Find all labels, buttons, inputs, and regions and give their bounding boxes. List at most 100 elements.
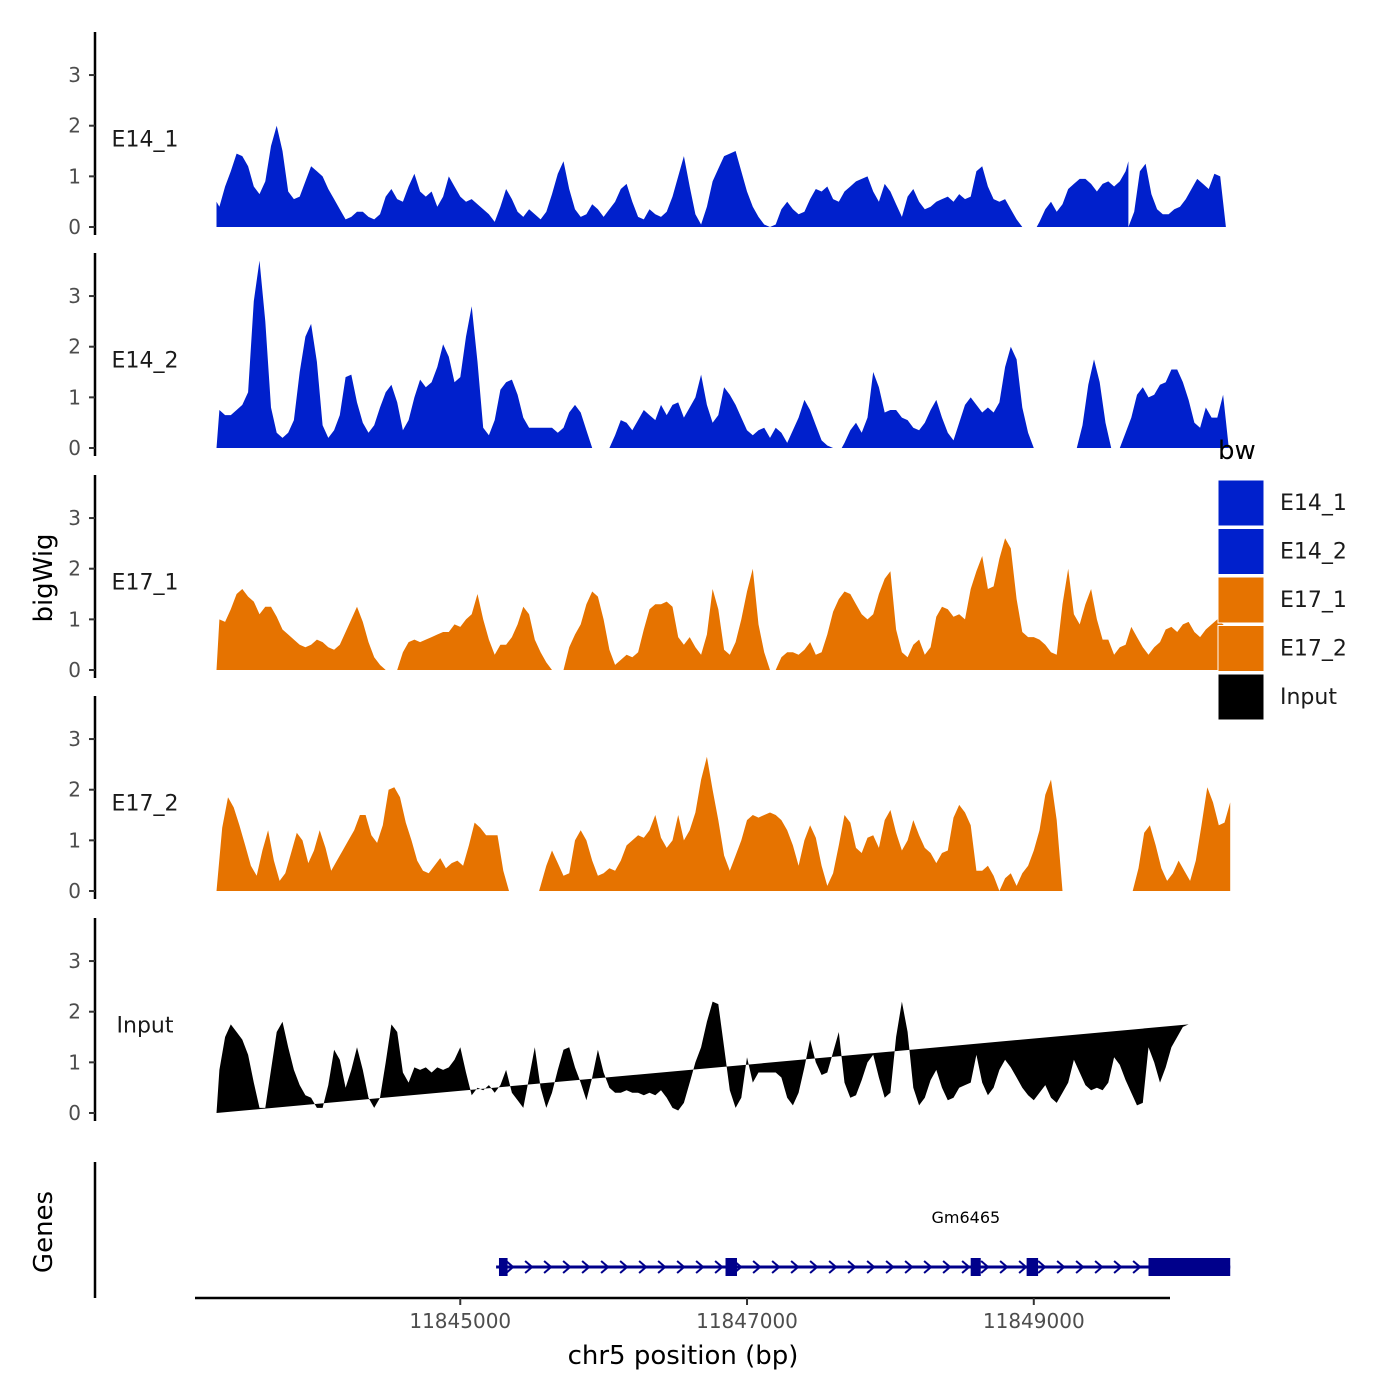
- y-tick-label: 3: [68, 284, 81, 308]
- strand-chevron: [657, 1260, 667, 1274]
- y-tick-label: 0: [68, 1101, 81, 1125]
- strand-chevron: [866, 1260, 876, 1274]
- y-tick-label: 2: [68, 1000, 81, 1024]
- coverage-area-E14_1-1: [770, 166, 1023, 227]
- coverage-area-E17_1-1: [397, 594, 552, 670]
- coverage-area-E14_2-4: [1119, 369, 1229, 448]
- gene-exon: [725, 1258, 737, 1276]
- coverage-area-E17_1-3: [775, 538, 1224, 670]
- x-tick-label: 11845000: [409, 1309, 511, 1333]
- y-tick-label: 1: [68, 385, 81, 409]
- y-tick-label: 3: [68, 506, 81, 530]
- track-label: E17_2: [112, 791, 179, 816]
- strand-chevron: [524, 1260, 534, 1274]
- strand-chevron: [562, 1260, 572, 1274]
- coverage-area-E17_1-2: [563, 568, 770, 670]
- coverage-area-E17_2-0: [216, 787, 509, 891]
- y-tick-label: 1: [68, 607, 81, 631]
- strand-chevron: [505, 1260, 515, 1274]
- y-tick-label: 1: [68, 1050, 81, 1074]
- legend-label-E17_1: E17_1: [1280, 588, 1347, 613]
- track-E14_2: 0 1 2 3 E14_2: [68, 253, 1229, 460]
- strand-chevron: [809, 1260, 819, 1274]
- strand-chevron: [581, 1260, 591, 1274]
- legend-title: bw: [1218, 436, 1256, 466]
- strand-chevron: [904, 1260, 914, 1274]
- coverage-area-E17_2-2: [1132, 787, 1231, 891]
- track-label: E17_1: [112, 570, 179, 595]
- legend-label-Input: Input: [1280, 685, 1337, 710]
- y-tick-label: 3: [68, 727, 81, 751]
- track-E17_2: 0 1 2 3 E17_2: [68, 696, 1231, 903]
- gene-exon: [1026, 1258, 1039, 1276]
- legend-label-E14_2: E14_2: [1280, 540, 1347, 565]
- strand-chevron: [828, 1260, 838, 1274]
- strand-chevron: [638, 1260, 648, 1274]
- coverage-area-E14_1-2: [1036, 161, 1129, 227]
- legend-label-E17_2: E17_2: [1280, 637, 1347, 662]
- legend-swatch-E14_1: [1217, 479, 1265, 527]
- strand-chevron: [980, 1260, 990, 1274]
- track-E17_1: 0 1 2 3 E17_1: [68, 475, 1229, 682]
- y-tick-label: 1: [68, 828, 81, 852]
- coverage-area-E14_2-0: [216, 260, 593, 448]
- legend-swatch-E14_2: [1217, 528, 1265, 575]
- y-tick-label: 2: [68, 557, 81, 581]
- tracks-layer: 0 1 2 3 E14_1 0 1 2 3 E14_2 0 1 2 3 E17_1 0 1 2 3 E17_2 0 1 2 3…: [68, 32, 1231, 1125]
- strand-chevron: [1075, 1260, 1085, 1274]
- strand-chevron: [543, 1260, 553, 1274]
- strand-chevron: [619, 1260, 629, 1274]
- track-label: E14_2: [112, 348, 179, 373]
- coverage-area-E14_2-1: [609, 374, 839, 448]
- y-tick-label: 1: [68, 164, 81, 188]
- track-label: E14_1: [112, 127, 179, 152]
- genes-axis-title: Genes: [29, 1191, 59, 1273]
- y-tick-label: 2: [68, 778, 81, 802]
- y-tick-label: 2: [68, 335, 81, 359]
- strand-chevron: [961, 1260, 971, 1274]
- strand-chevron: [942, 1260, 952, 1274]
- strand-chevron: [999, 1260, 1009, 1274]
- coverage-area-E14_2-2: [841, 346, 1067, 448]
- y-tick-label: 0: [68, 658, 81, 682]
- coverage-area-E14_1-3: [1128, 163, 1226, 227]
- strand-chevron: [885, 1260, 895, 1274]
- legend-swatch-E17_1: [1217, 576, 1265, 624]
- gene-name-label: Gm6465: [932, 1208, 1001, 1227]
- strand-chevron: [771, 1260, 781, 1274]
- strand-chevron: [1037, 1260, 1047, 1274]
- strand-chevron: [790, 1260, 800, 1274]
- coverage-area-E14_1-0: [216, 125, 770, 227]
- gene-exon: [498, 1258, 508, 1276]
- legend-label-E14_1: E14_1: [1280, 491, 1347, 516]
- coverage-area-E14_2-3: [1076, 359, 1112, 448]
- track-label: Input: [117, 1013, 174, 1038]
- strand-chevron: [1094, 1260, 1104, 1274]
- x-axis-title: chr5 position (bp): [568, 1341, 799, 1371]
- strand-chevron: [695, 1260, 705, 1274]
- y-tick-label: 0: [68, 436, 81, 460]
- coverage-area-Input-0: [216, 1001, 1189, 1113]
- x-tick-label: 11849000: [983, 1309, 1085, 1333]
- strand-chevron: [752, 1260, 762, 1274]
- legend: bw E14_1 E14_2 E17_1 E17_2 Input: [1217, 436, 1347, 721]
- legend-swatch-E17_2: [1217, 625, 1265, 672]
- coverage-area-E17_2-1: [539, 756, 1103, 891]
- strand-chevron: [1132, 1260, 1142, 1274]
- y-tick-label: 3: [68, 949, 81, 973]
- gene-track: Gm6465: [93, 1162, 1231, 1298]
- y-tick-label: 2: [68, 114, 81, 138]
- strand-chevron: [676, 1260, 686, 1274]
- strand-chevron: [847, 1260, 857, 1274]
- strand-chevron: [1056, 1260, 1066, 1274]
- coverage-area-E17_1-0: [216, 589, 392, 670]
- y-axis-title: bigWig: [29, 533, 59, 622]
- strand-chevron: [1113, 1260, 1123, 1274]
- legend-swatch-Input: [1217, 673, 1265, 721]
- strand-chevron: [600, 1260, 610, 1274]
- x-tick-label: 11847000: [696, 1309, 798, 1333]
- strand-chevron: [923, 1260, 933, 1274]
- gene-exon: [1148, 1258, 1231, 1276]
- track-E14_1: 0 1 2 3 E14_1: [68, 32, 1226, 239]
